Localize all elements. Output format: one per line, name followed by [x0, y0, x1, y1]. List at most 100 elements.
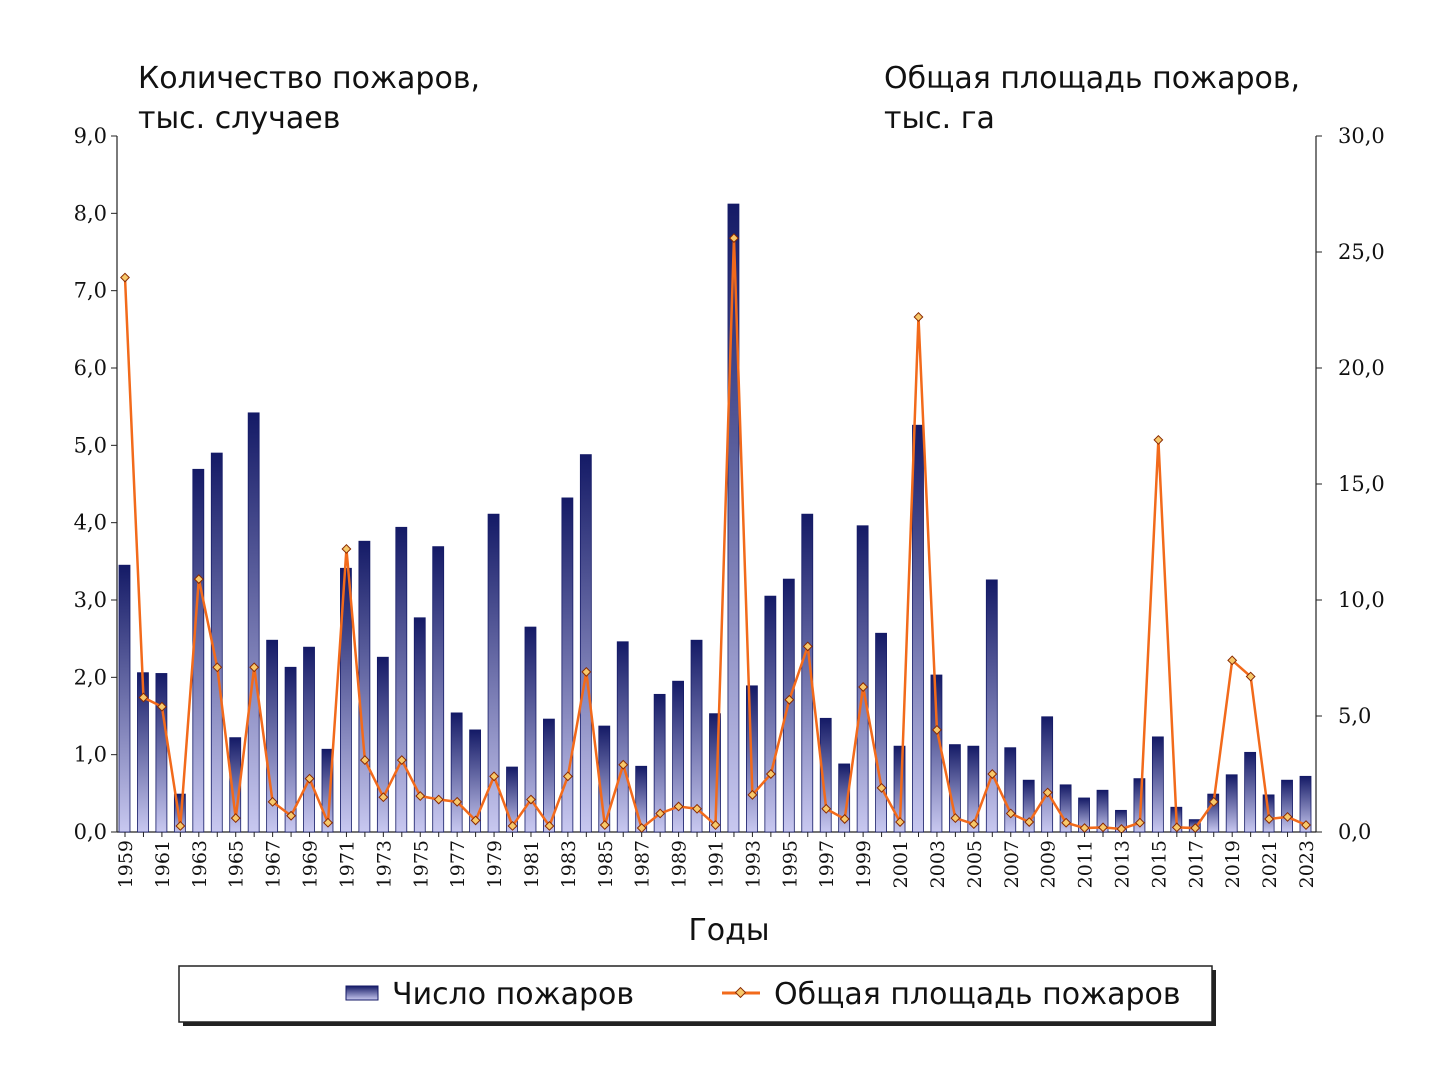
left-tick-label: 2,0 [74, 665, 107, 689]
area-point-2007 [1005, 808, 1016, 819]
x-tick-label: 2013 [1111, 840, 1133, 888]
bar-2007 [1004, 747, 1017, 833]
area-point-2002 [913, 312, 924, 322]
x-tick-label: 1963 [189, 840, 211, 888]
bar-1990 [690, 639, 703, 833]
x-tick-label: 1967 [263, 840, 285, 888]
area-point-1967 [267, 796, 278, 807]
area-point-1993 [747, 789, 758, 800]
right-tick-label: 5,0 [1338, 704, 1371, 728]
right-axis-title-line1: Общая площадь пожаров, [884, 61, 1300, 96]
area-point-1981 [526, 794, 536, 805]
right-tick-label: 15,0 [1338, 472, 1385, 496]
bar-2002 [912, 424, 924, 833]
x-tick-label: 2001 [890, 840, 912, 888]
left-axis-title-line1: Количество пожаров, [138, 61, 480, 96]
right-tick-label: 20,0 [1338, 356, 1385, 380]
bar-1977 [450, 712, 463, 833]
x-tick-label: 2003 [927, 840, 949, 888]
area-point-1963 [193, 574, 204, 585]
x-tick-label: 1999 [853, 840, 875, 888]
area-point-2001 [895, 817, 905, 827]
bar-1999 [856, 525, 869, 833]
x-tick-label: 1987 [632, 840, 654, 888]
x-tick-label: 2019 [1222, 840, 1244, 888]
x-tick-label: 1991 [706, 840, 728, 888]
area-point-1984 [581, 666, 592, 677]
area-point-2012 [1098, 822, 1108, 833]
x-tick-label: 1995 [779, 840, 801, 888]
area-point-1997 [821, 803, 832, 814]
x-tick-label: 2011 [1075, 840, 1097, 888]
area-point-1972 [359, 755, 370, 766]
area-point-2004 [950, 813, 961, 824]
area-point-1998 [839, 814, 850, 824]
left-tick-label: 8,0 [74, 201, 107, 225]
x-tick-label: 2017 [1185, 840, 1207, 888]
area-point-2020 [1245, 671, 1256, 682]
x-tick-label: 1973 [373, 840, 395, 888]
area-point-2010 [1061, 817, 1072, 828]
legend-label-bars: Число пожаров [392, 977, 634, 1012]
x-axis-title: Годы [688, 913, 769, 948]
right-tick-label: 25,0 [1338, 240, 1385, 264]
area-point-2003 [931, 724, 942, 735]
bar-2019 [1225, 774, 1238, 833]
area-point-1980 [507, 821, 518, 831]
left-tick-label: 3,0 [74, 588, 107, 612]
x-tick-label: 1985 [595, 840, 617, 888]
area-point-1961 [156, 701, 167, 712]
bar-2005 [967, 745, 980, 833]
left-axis-title-line2: тыс. случаев [138, 101, 340, 136]
left-tick-label: 5,0 [74, 433, 107, 457]
right-axis-title-line2: тыс. га [884, 101, 995, 136]
legend-label-line: Общая площадь пожаров [774, 977, 1181, 1012]
area-point-1990 [692, 803, 702, 814]
area-point-1970 [323, 817, 333, 828]
bar-1961 [155, 673, 168, 833]
area-point-1966 [249, 662, 260, 673]
legend-marker [734, 986, 747, 999]
right-tick-label: 10,0 [1338, 588, 1385, 612]
area-point-2006 [987, 769, 998, 779]
x-tick-label: 2007 [1001, 840, 1023, 888]
area-point-1989 [673, 801, 684, 812]
area-point-1973 [378, 792, 389, 803]
bar-1992 [727, 203, 740, 833]
right-tick-label: 0,0 [1338, 820, 1371, 844]
area-point-2019 [1227, 655, 1238, 666]
area-point-1992 [729, 233, 739, 244]
x-tick-label: 1969 [300, 840, 322, 888]
area-point-1987 [636, 823, 647, 834]
area-point-1983 [562, 771, 573, 782]
area-point-2022 [1282, 811, 1293, 822]
x-tick-label: 1989 [669, 840, 691, 888]
bar-2020 [1244, 751, 1257, 833]
bar-1973 [376, 656, 389, 833]
x-tick-label: 1971 [336, 840, 358, 888]
x-tick-label: 1979 [484, 840, 506, 888]
x-tick-label: 2015 [1148, 840, 1170, 888]
area-point-1959 [120, 272, 130, 283]
area-point-2000 [876, 782, 887, 793]
area-point-1969 [304, 773, 315, 784]
area-point-2017 [1190, 823, 1201, 834]
left-tick-label: 1,0 [74, 743, 107, 767]
bar-1984 [579, 454, 592, 833]
area-point-1975 [415, 791, 426, 801]
area-point-1976 [433, 794, 444, 805]
bar-2015 [1151, 736, 1164, 833]
x-tick-label: 2021 [1259, 840, 1281, 888]
legend: Число пожаров Общая площадь пожаров [178, 965, 1216, 1026]
bar-1994 [764, 595, 777, 833]
bar-2000 [875, 632, 887, 833]
area-point-2005 [968, 819, 979, 830]
bar-2006 [985, 579, 998, 833]
area-point-1994 [765, 769, 776, 779]
area-point-1996 [802, 641, 813, 652]
bar-1983 [561, 497, 574, 833]
left-tick-label: 9,0 [74, 124, 107, 148]
area-point-1979 [489, 771, 500, 782]
bar-1976 [432, 546, 445, 833]
